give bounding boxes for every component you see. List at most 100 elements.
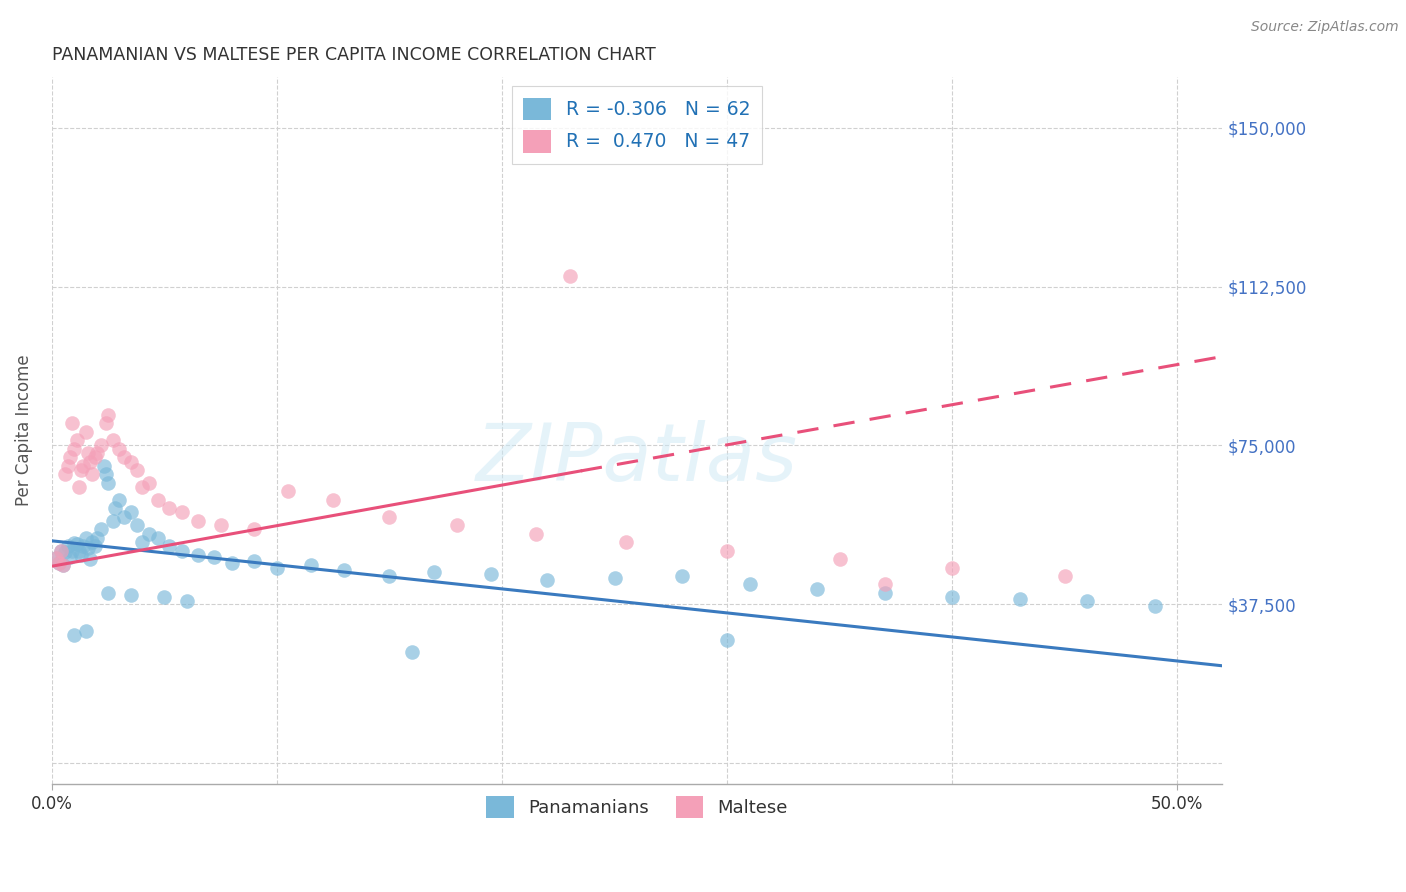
Point bbox=[53, 545, 76, 559]
Point bbox=[67, 543, 90, 558]
Text: Source: ZipAtlas.com: Source: ZipAtlas.com bbox=[1251, 20, 1399, 34]
Point bbox=[131, 535, 153, 549]
Point bbox=[120, 454, 142, 468]
Point bbox=[56, 539, 79, 553]
Point bbox=[941, 590, 963, 604]
Point bbox=[75, 624, 97, 638]
Point bbox=[59, 549, 82, 564]
Point bbox=[72, 539, 94, 553]
Point bbox=[72, 458, 94, 473]
Point bbox=[146, 531, 169, 545]
Point bbox=[157, 501, 180, 516]
Text: PANAMANIAN VS MALTESE PER CAPITA INCOME CORRELATION CHART: PANAMANIAN VS MALTESE PER CAPITA INCOME … bbox=[52, 46, 655, 64]
Point bbox=[536, 573, 558, 587]
Point bbox=[56, 458, 79, 473]
Point bbox=[479, 566, 502, 581]
Point bbox=[63, 535, 86, 549]
Point bbox=[221, 556, 243, 570]
Point bbox=[49, 544, 72, 558]
Point bbox=[172, 505, 194, 519]
Point bbox=[52, 558, 75, 572]
Point bbox=[1008, 592, 1031, 607]
Point bbox=[67, 480, 90, 494]
Point bbox=[82, 535, 104, 549]
Point bbox=[423, 565, 446, 579]
Point bbox=[127, 463, 149, 477]
Point bbox=[48, 556, 70, 570]
Point bbox=[172, 543, 194, 558]
Point bbox=[86, 531, 108, 545]
Point bbox=[120, 588, 142, 602]
Point bbox=[378, 569, 401, 583]
Point bbox=[187, 548, 209, 562]
Point bbox=[299, 558, 322, 573]
Point bbox=[138, 526, 160, 541]
Point bbox=[94, 467, 117, 482]
Point bbox=[112, 509, 135, 524]
Point bbox=[243, 554, 266, 568]
Point bbox=[101, 434, 124, 448]
Point bbox=[266, 560, 288, 574]
Point bbox=[828, 552, 851, 566]
Point bbox=[277, 484, 299, 499]
Point bbox=[65, 537, 87, 551]
Point bbox=[187, 514, 209, 528]
Point bbox=[83, 450, 105, 465]
Point bbox=[524, 526, 547, 541]
Point bbox=[671, 569, 693, 583]
Point bbox=[49, 544, 72, 558]
Point bbox=[322, 492, 344, 507]
Point bbox=[76, 446, 98, 460]
Legend: Panamanians, Maltese: Panamanians, Maltese bbox=[479, 789, 794, 825]
Point bbox=[76, 541, 98, 556]
Point bbox=[1053, 569, 1076, 583]
Point bbox=[70, 548, 93, 562]
Point bbox=[79, 454, 101, 468]
Point bbox=[243, 522, 266, 536]
Point bbox=[558, 268, 581, 283]
Point bbox=[941, 560, 963, 574]
Point bbox=[108, 492, 131, 507]
Point bbox=[209, 518, 232, 533]
Point bbox=[59, 450, 82, 465]
Point bbox=[176, 594, 198, 608]
Point bbox=[446, 518, 468, 533]
Point bbox=[378, 509, 401, 524]
Point bbox=[90, 437, 112, 451]
Y-axis label: Per Capita Income: Per Capita Income bbox=[15, 355, 32, 507]
Point bbox=[93, 458, 115, 473]
Point bbox=[65, 434, 87, 448]
Point bbox=[75, 425, 97, 439]
Point bbox=[97, 475, 120, 490]
Point bbox=[63, 442, 86, 456]
Point bbox=[127, 518, 149, 533]
Point bbox=[86, 446, 108, 460]
Point bbox=[603, 571, 626, 585]
Point bbox=[153, 590, 176, 604]
Point bbox=[202, 549, 225, 564]
Point bbox=[1076, 594, 1098, 608]
Point bbox=[75, 531, 97, 545]
Point bbox=[63, 628, 86, 642]
Point bbox=[90, 522, 112, 536]
Point bbox=[45, 550, 67, 565]
Point bbox=[716, 543, 738, 558]
Point bbox=[82, 467, 104, 482]
Point bbox=[614, 535, 637, 549]
Point bbox=[83, 539, 105, 553]
Point bbox=[60, 543, 83, 558]
Point bbox=[738, 577, 761, 591]
Point bbox=[131, 480, 153, 494]
Point bbox=[45, 550, 67, 565]
Point bbox=[716, 632, 738, 647]
Point bbox=[48, 556, 70, 570]
Point bbox=[333, 563, 356, 577]
Point bbox=[94, 417, 117, 431]
Point bbox=[97, 408, 120, 422]
Point bbox=[112, 450, 135, 465]
Point bbox=[97, 586, 120, 600]
Point bbox=[873, 577, 896, 591]
Point bbox=[104, 501, 127, 516]
Point bbox=[120, 505, 142, 519]
Point bbox=[806, 582, 828, 596]
